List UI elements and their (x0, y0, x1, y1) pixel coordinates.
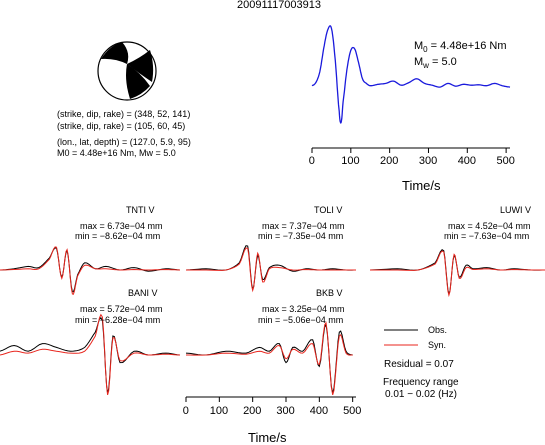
stf-series-line (311, 24, 511, 124)
stf-tick-label-200: 200 (380, 155, 399, 167)
bottom-tick-label-300: 300 (276, 405, 295, 417)
legend-lines (384, 329, 418, 346)
station-panel-2 (369, 249, 545, 298)
stf-xlabel: Time/s (402, 178, 441, 193)
trace-syn-3 (0, 313, 181, 396)
station-bkb-name: BKB V (316, 288, 343, 298)
frequency-range-value: 0.01 − 0.02 (Hz) (385, 389, 457, 400)
bottom-tick-label-200: 200 (243, 405, 262, 417)
stf-line-group (311, 24, 511, 124)
station-bani-name: BANI V (128, 288, 158, 298)
trace-syn-4 (186, 321, 353, 396)
station-bani-max: max = 5.72e−04 mm (80, 304, 163, 314)
focal-plane-2: (strike, dip, rake) = (105, 60, 45) (57, 121, 186, 131)
station-toli-name: TOLI V (314, 205, 343, 215)
stf-m0: M0 = 4.48e+16 Nm (414, 41, 507, 54)
stf-m0-subscript: 0 (423, 45, 428, 55)
station-panel-3 (0, 313, 181, 396)
frequency-range-title: Frequency range (383, 377, 459, 388)
legend-syn-label: Syn. (428, 340, 447, 350)
station-panel-1 (185, 245, 356, 293)
bottom-tick-label-500: 500 (343, 405, 362, 417)
trace-syn-0 (0, 246, 181, 295)
station-tnti-name: TNTI V (126, 205, 155, 215)
bottom-tick-label-100: 100 (209, 405, 229, 417)
trace-syn-1 (186, 247, 356, 293)
bottom-tick-label-0: 0 (182, 405, 189, 417)
station-luwi-name: LUWI V (500, 205, 532, 215)
station-panel-0 (0, 246, 181, 295)
figure-title: 20091117003913 (237, 0, 322, 11)
stf-mw-symbol: M (414, 56, 424, 68)
focal-mechanism-beachball (97, 41, 157, 101)
station-bkb-min: min = −5.06e−04 mm (258, 315, 344, 325)
station-toli-min: min = −7.35e−04 mm (258, 231, 344, 241)
stf-mw-subscript: w (423, 61, 429, 71)
focal-plane-1: (strike, dip, rake) = (348, 52, 141) (57, 109, 191, 119)
residual-label: Residual = 0.07 (384, 359, 454, 370)
station-tnti-max: max = 6.73e−04 mm (80, 221, 163, 231)
station-luwi-min: min = −7.63e−04 mm (444, 231, 530, 241)
stf-m0-symbol: M (414, 40, 424, 52)
focal-moment: M0 = 4.48e+16 Nm, Mw = 5.0 (57, 148, 176, 158)
stf-axis (311, 147, 510, 153)
stf-mw-value: = 5.0 (428, 56, 457, 68)
stf-tick-label-400: 400 (457, 155, 477, 167)
station-luwi-max: max = 4.52e−04 mm (448, 221, 531, 231)
trace-syn-2 (370, 250, 545, 298)
stf-tick-label-100: 100 (341, 155, 360, 167)
station-bkb-max: max = 3.25e−04 mm (262, 304, 345, 314)
stf-m0-value: = 4.48e+16 Nm (427, 40, 507, 52)
station-panel-4 (185, 321, 353, 396)
station-toli-max: max = 7.37e−04 mm (262, 221, 345, 231)
station-bani-min: min = −6.28e−04 mm (75, 315, 161, 325)
stf-tick-label-0: 0 (308, 155, 315, 167)
stf-tick-label-500: 500 (496, 155, 515, 167)
stf-mw: Mw = 5.0 (414, 57, 457, 70)
waveform-traces (0, 245, 545, 396)
stf-tick-label-300: 300 (418, 155, 438, 167)
bottom-xlabel: Time/s (248, 430, 287, 445)
station-tnti-min: min = −8.62e−04 mm (75, 231, 161, 241)
bottom-tick-label-400: 400 (309, 405, 329, 417)
legend-obs-label: Obs. (428, 325, 448, 335)
focal-location: (lon., lat, depth) = (127.0, 5.9, 95) (57, 137, 191, 147)
bottom-time-axis (185, 396, 356, 402)
